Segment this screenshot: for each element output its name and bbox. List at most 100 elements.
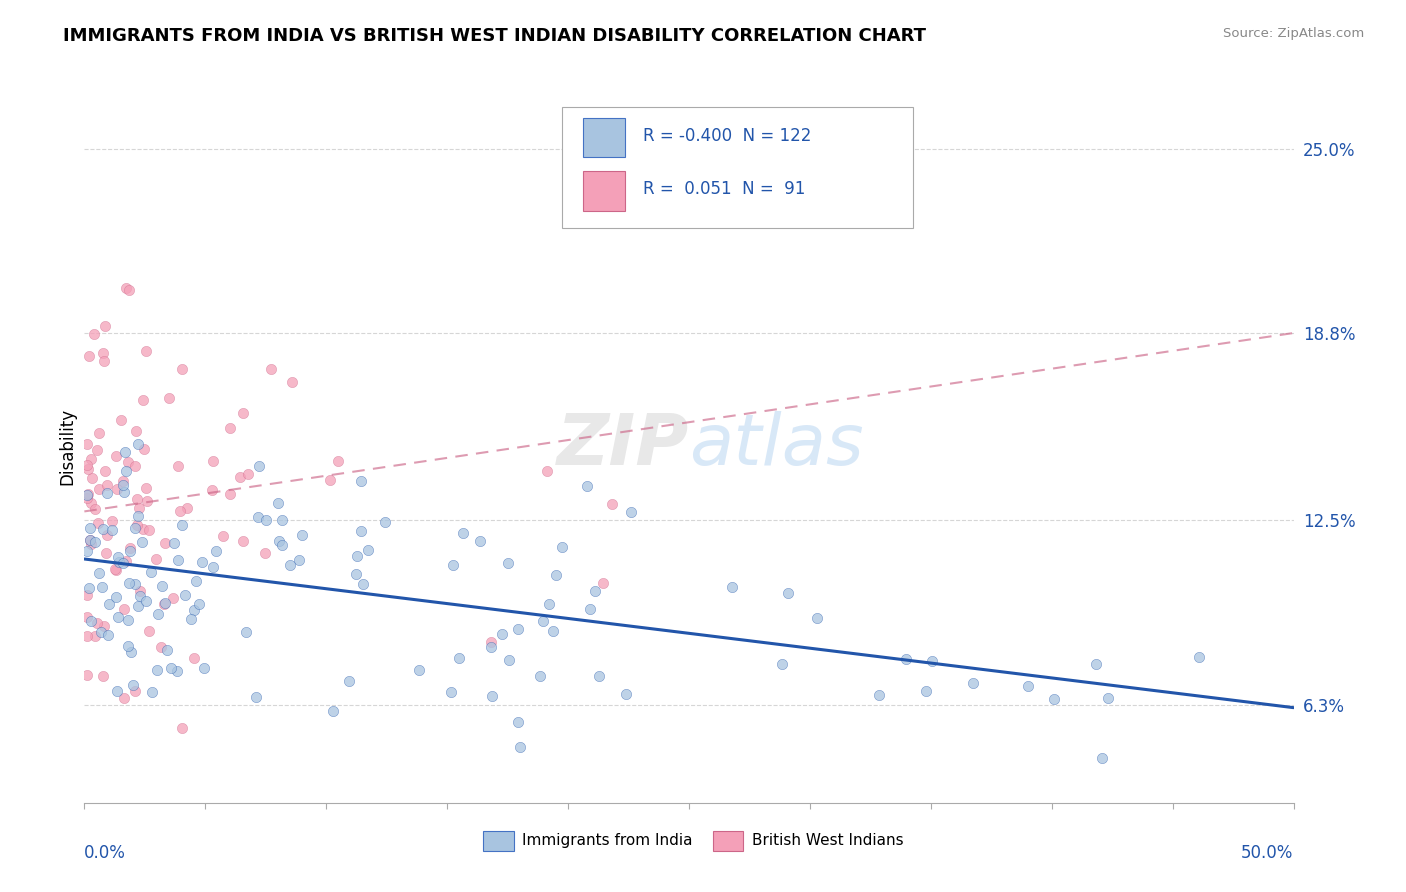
Point (271, 513, 294, 527)
Point (108, 555, 131, 569)
Point (84, 628, 107, 642)
Point (79, 581, 101, 595)
Point (271, 538, 294, 552)
Point (124, 577, 146, 591)
Point (87, 482, 110, 496)
Point (449, 651, 471, 665)
Text: 50.0%: 50.0% (1241, 845, 1294, 863)
Point (90, 624, 112, 639)
Point (87, 516, 110, 530)
Point (117, 613, 139, 627)
Point (120, 544, 142, 558)
Point (166, 553, 188, 567)
Point (201, 560, 224, 574)
Point (153, 536, 176, 550)
Point (138, 523, 160, 537)
Point (100, 523, 122, 537)
Point (125, 425, 148, 439)
Point (150, 640, 173, 654)
Point (441, 558, 464, 573)
Point (90, 580, 112, 594)
Point (187, 598, 209, 612)
Point (600, 498, 623, 512)
Point (350, 474, 373, 488)
Point (120, 541, 142, 555)
Text: atlas: atlas (689, 411, 863, 481)
Point (496, 556, 519, 570)
Point (132, 442, 155, 457)
Point (76, 610, 98, 624)
Text: R =  0.051  N =  91: R = 0.051 N = 91 (643, 180, 806, 198)
Point (772, 657, 794, 672)
Point (588, 669, 610, 683)
Point (104, 562, 127, 576)
Point (326, 454, 349, 468)
Point (94, 319, 117, 334)
Point (100, 514, 122, 528)
Point (592, 576, 614, 591)
Point (118, 575, 141, 590)
Point (115, 464, 138, 478)
Point (218, 421, 240, 435)
Point (176, 500, 198, 515)
Point (79, 521, 101, 535)
Point (80, 614, 103, 628)
Point (79, 533, 101, 548)
Point (87, 426, 110, 441)
Point (374, 515, 396, 529)
Point (531, 615, 554, 629)
Point (169, 503, 191, 517)
Text: British West Indians: British West Indians (752, 833, 904, 848)
Point (136, 494, 159, 508)
Point (148, 607, 170, 621)
Point (578, 601, 600, 615)
Point (614, 687, 637, 701)
Point (319, 473, 342, 487)
Point (247, 459, 270, 474)
Point (97, 628, 120, 642)
Point (339, 674, 361, 689)
Point (914, 684, 936, 698)
Bar (582, 118, 624, 157)
Point (212, 529, 235, 543)
Point (76, 668, 98, 682)
Point (91, 669, 114, 683)
Point (506, 715, 529, 730)
Point (1097, 690, 1119, 705)
Point (806, 611, 828, 625)
Point (114, 553, 136, 567)
Point (267, 534, 290, 549)
Point (322, 704, 344, 718)
Point (150, 579, 173, 593)
Point (145, 552, 167, 566)
Point (105, 482, 128, 496)
Point (288, 553, 311, 567)
Point (146, 663, 169, 677)
Point (107, 683, 129, 698)
Point (357, 543, 380, 558)
Point (205, 543, 228, 558)
Point (94, 464, 117, 478)
Point (112, 691, 135, 706)
Point (105, 449, 128, 463)
Point (127, 437, 149, 451)
Point (131, 535, 153, 549)
Point (112, 485, 135, 500)
Point (183, 603, 205, 617)
Point (96, 477, 118, 491)
Y-axis label: Disability: Disability (58, 408, 76, 484)
Point (253, 546, 276, 560)
Point (778, 585, 800, 599)
Point (77, 349, 100, 363)
Point (128, 501, 150, 516)
FancyBboxPatch shape (562, 107, 912, 228)
Point (83, 501, 105, 516)
Text: Source: ZipAtlas.com: Source: ZipAtlas.com (1223, 27, 1364, 40)
Point (80, 495, 103, 509)
Point (506, 622, 529, 636)
Point (575, 479, 598, 493)
Point (98, 598, 121, 612)
Point (125, 492, 148, 507)
Point (139, 565, 162, 579)
Point (408, 663, 430, 677)
